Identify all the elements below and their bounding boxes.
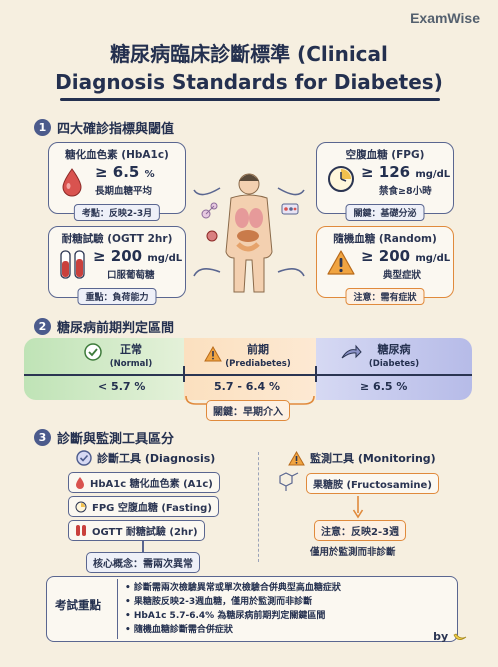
card-hba1c-title: 糖化血色素 (HbA1c) [65,149,169,161]
exam-key-item: 果糖胺反映2-3週血糖，僅用於監測而非診斷 [125,595,341,609]
brand-logo: ExamWise [410,10,480,26]
section-3-number: 3 [34,429,51,446]
card-ogtt-sub: 口服葡萄糖 [107,270,155,281]
card-fpg: 空腹血糖 (FPG) ≥ 126 mg/dL 禁食≥8小時 關鍵：基礎分泌 [316,142,454,221]
card-hba1c-tag: 考點：反映2-3月 [73,204,161,221]
card-hba1c-value: ≥ 6.5 % [95,163,155,181]
exam-key-box: 考試重點 診斷需兩次檢驗異常或單次檢驗合併典型高血糖症狀 果糖胺反映2-3週血糖… [46,576,458,642]
prediabetes-key-point: 關鍵：早期介入 [206,400,290,421]
exam-key-divider [117,579,118,639]
diagnosis-core-note: 核心概念：需兩次異常 [86,552,200,573]
diagnosis-item-ogtt: OGTT 耐糖試驗 (2hr) [68,520,205,541]
card-ogtt-tag: 重點：負荷能力 [77,288,157,305]
check-circle-icon [84,343,102,361]
monitoring-sub: 僅用於監測而非診斷 [310,547,396,558]
card-ogtt: 耐糖試驗 (OGTT 2hr) ≥ 200 mg/dL 口服葡萄糖 重點：負荷能… [48,226,186,305]
section-2-number: 2 [34,318,51,335]
section-1-title: 四大確診指標與閾值 [57,122,175,137]
exam-key-item: 隨機血糖診斷需合併症狀 [125,623,341,637]
section-3-heading: 3 診斷與監測工具區分 [34,428,174,447]
blood-drop-small-icon [76,477,84,489]
axis-tick-2 [315,366,317,382]
title-line-2: Diagnosis Standards for Diabetes) [55,70,443,94]
card-random-tag: 注意：需有症狀 [345,288,425,305]
molecule-icon [279,472,299,491]
monitoring-item-fructosamine: 果糖胺 (Fructosamine) [306,473,439,494]
stage-prediabetes-label: 前期 (Prediabetes) [225,343,291,369]
axis-tick-1 [183,366,185,382]
card-fpg-value: ≥ 126 mg/dL [361,163,451,181]
monitoring-note: 注意：反映2-3週 [314,520,407,541]
card-ogtt-value: ≥ 200 mg/dL [93,247,183,265]
card-fpg-tag: 關鍵：基礎分泌 [345,204,425,221]
section-3-title: 診斷與監測工具區分 [57,432,175,447]
warning-small-icon [204,346,222,362]
card-ogtt-title: 耐糖試驗 (OGTT 2hr) [61,233,173,245]
banana-icon [453,633,467,640]
diagnosis-item-fpg: FPG 空腹血糖 (Fasting) [68,496,219,517]
band-normal [24,338,184,400]
stage-prediabetes-range: 5.7 - 6.4 % [214,380,281,393]
timeline-axis [24,374,472,376]
human-body-illustration [193,173,305,293]
warning-icon [327,250,355,275]
check-badge-icon [76,450,92,466]
diagnosis-tools-heading: 診斷工具 (Diagnosis) [76,450,215,466]
warning-monitor-icon [288,450,305,465]
card-random: 隨機血糖 (Random) ≥ 200 mg/dL 典型症狀 注意：需有症狀 [316,226,454,305]
diagnosis-item-hba1c: HbA1c 糖化血色素 (A1c) [68,472,220,493]
exam-key-list: 診斷需兩次檢驗異常或單次檢驗合併典型高血糖症狀 果糖胺反映2-3週血糖，僅用於監… [125,581,341,637]
title-underline [60,98,440,101]
stage-diabetes-label: 糖尿病 (Diabetes) [368,343,420,369]
card-hba1c-sub: 長期血糖平均 [95,186,153,197]
section-2-heading: 2 糖尿病前期判定區間 [34,317,174,336]
card-random-value: ≥ 200 mg/dL [361,247,451,265]
card-fpg-title: 空腹血糖 (FPG) [345,149,425,161]
test-tubes-icon [60,250,85,279]
exam-key-title: 考試重點 [55,598,101,612]
section-2-title: 糖尿病前期判定區間 [57,321,175,336]
test-tube-small-icon [76,525,86,536]
stage-normal-label: 正常 (Normal) [109,343,153,369]
monitoring-tools-heading: 監測工具 (Monitoring) [288,450,436,466]
trend-arrow-icon [341,344,362,359]
clock-small-icon [75,501,87,512]
blood-drop-icon [62,168,82,197]
band-prediabetes [184,338,316,400]
section-1-number: 1 [34,119,51,136]
section-1-heading: 1 四大確診指標與閾值 [34,118,174,137]
card-fpg-sub: 禁食≥8小時 [379,186,432,197]
card-random-sub: 典型症狀 [383,270,422,281]
page-title: 糖尿病臨床診斷標準 (Clinical Diagnosis Standards … [0,40,498,96]
section-3-divider [258,452,259,562]
exam-key-item: 診斷需兩次檢驗異常或單次檢驗合併典型高血糖症狀 [125,581,341,595]
band-diabetes [316,338,472,400]
card-random-title: 隨機血糖 (Random) [333,233,437,245]
title-line-1: 糖尿病臨床診斷標準 (Clinical [110,42,388,66]
diagnosis-connector [142,540,144,552]
clock-icon [328,166,354,192]
stage-normal-range: < 5.7 % [98,380,146,393]
byline: by [433,630,468,643]
arrow-down-icon [352,496,364,519]
stage-diabetes-range: ≥ 6.5 % [360,380,408,393]
exam-key-item: HbA1c 5.7-6.4% 為糖尿病前期判定關鍵區間 [125,609,341,623]
card-hba1c: 糖化血色素 (HbA1c) ≥ 6.5 % 長期血糖平均 考點：反映2-3月 [48,142,186,221]
